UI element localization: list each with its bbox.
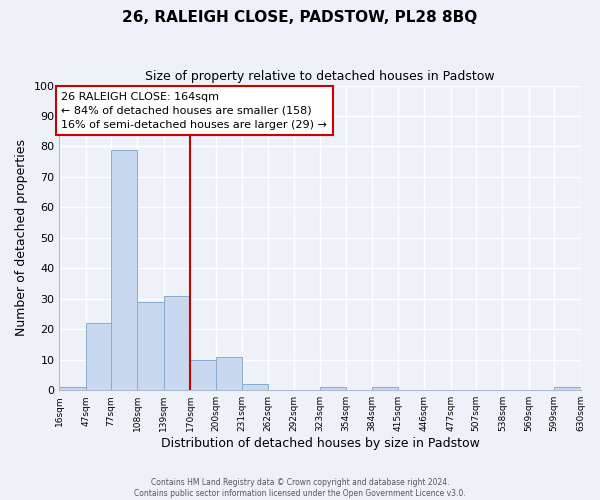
Bar (190, 360, 215, 390)
Text: 26, RALEIGH CLOSE, PADSTOW, PL28 8BQ: 26, RALEIGH CLOSE, PADSTOW, PL28 8BQ (122, 10, 478, 25)
Bar (215, 356, 242, 390)
Bar (164, 296, 190, 390)
Bar (242, 384, 268, 390)
Text: Contains HM Land Registry data © Crown copyright and database right 2024.
Contai: Contains HM Land Registry data © Crown c… (134, 478, 466, 498)
X-axis label: Distribution of detached houses by size in Padstow: Distribution of detached houses by size … (161, 437, 479, 450)
Bar (86, 323, 111, 390)
Bar (320, 387, 346, 390)
Bar (554, 387, 581, 390)
Bar (59, 387, 86, 390)
Bar (372, 387, 398, 390)
Text: 26 RALEIGH CLOSE: 164sqm
← 84% of detached houses are smaller (158)
16% of semi-: 26 RALEIGH CLOSE: 164sqm ← 84% of detach… (61, 92, 327, 130)
Y-axis label: Number of detached properties: Number of detached properties (15, 140, 28, 336)
Bar (111, 150, 137, 390)
Title: Size of property relative to detached houses in Padstow: Size of property relative to detached ho… (145, 70, 495, 83)
Bar (137, 302, 164, 390)
